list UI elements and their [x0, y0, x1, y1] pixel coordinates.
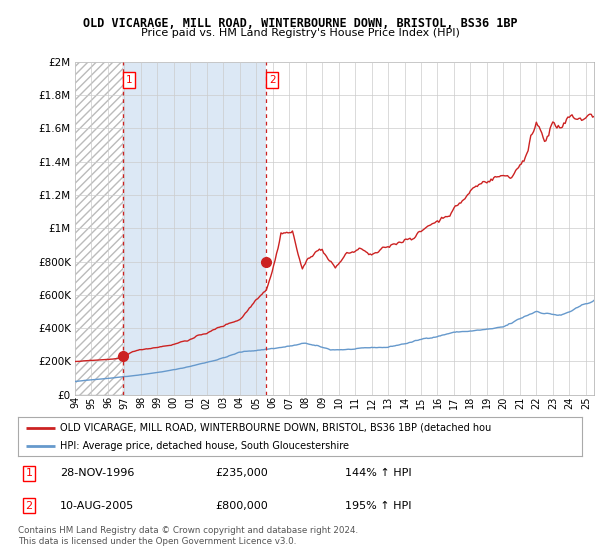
Text: £235,000: £235,000 — [215, 468, 268, 478]
Text: OLD VICARAGE, MILL ROAD, WINTERBOURNE DOWN, BRISTOL, BS36 1BP (detached hou: OLD VICARAGE, MILL ROAD, WINTERBOURNE DO… — [60, 423, 491, 433]
Text: Contains HM Land Registry data © Crown copyright and database right 2024.
This d: Contains HM Land Registry data © Crown c… — [18, 526, 358, 546]
Text: £800,000: £800,000 — [215, 501, 268, 511]
Text: 1: 1 — [25, 468, 32, 478]
Text: 195% ↑ HPI: 195% ↑ HPI — [345, 501, 412, 511]
Text: 10-AUG-2005: 10-AUG-2005 — [60, 501, 134, 511]
Bar — [123, 62, 266, 395]
Text: 1: 1 — [125, 75, 132, 85]
Text: OLD VICARAGE, MILL ROAD, WINTERBOURNE DOWN, BRISTOL, BS36 1BP: OLD VICARAGE, MILL ROAD, WINTERBOURNE DO… — [83, 17, 517, 30]
Text: 2: 2 — [269, 75, 275, 85]
Text: HPI: Average price, detached house, South Gloucestershire: HPI: Average price, detached house, Sout… — [60, 441, 349, 451]
Text: 28-NOV-1996: 28-NOV-1996 — [60, 468, 134, 478]
Text: Price paid vs. HM Land Registry's House Price Index (HPI): Price paid vs. HM Land Registry's House … — [140, 28, 460, 38]
Text: 144% ↑ HPI: 144% ↑ HPI — [345, 468, 412, 478]
Bar — [75, 62, 123, 395]
Text: 2: 2 — [25, 501, 32, 511]
